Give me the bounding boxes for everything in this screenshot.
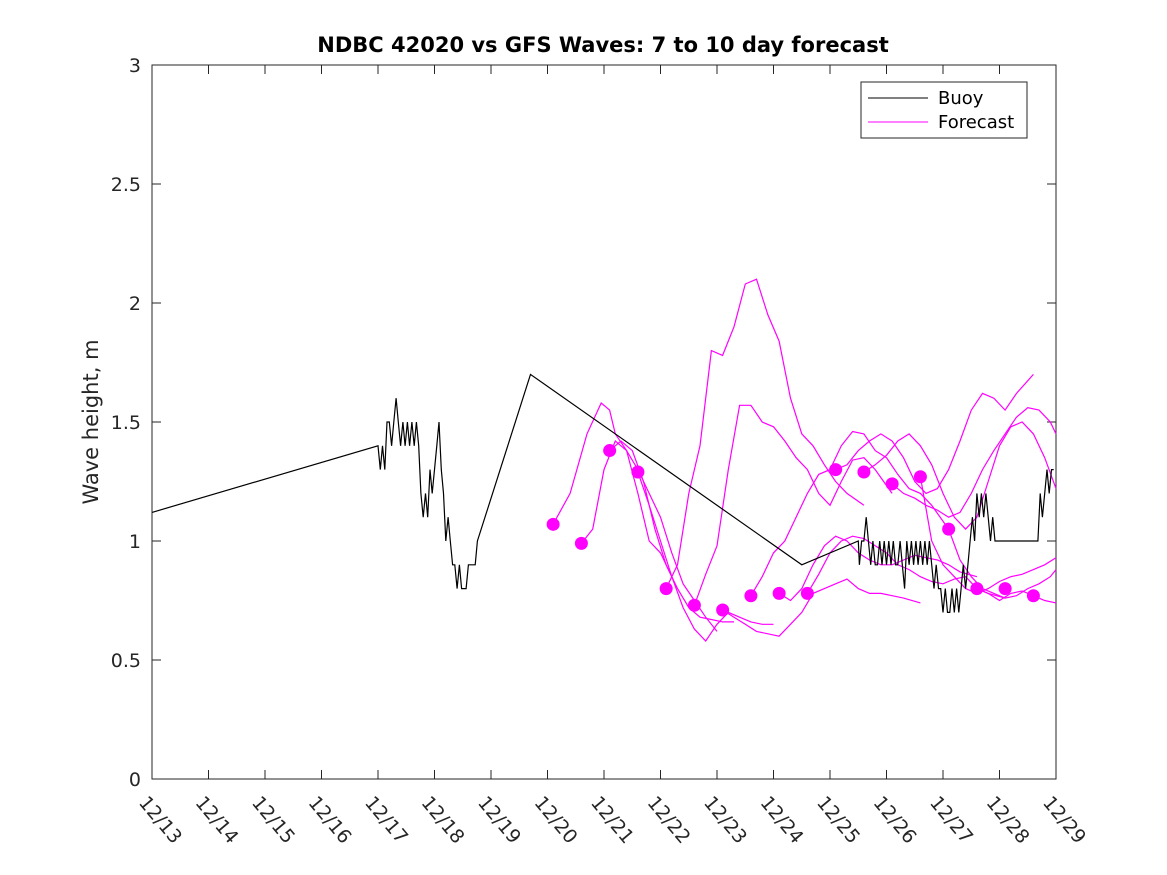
forecast-line [891, 407, 1057, 518]
forecast-marker [546, 517, 560, 531]
x-tick-label: 12/29 [1038, 792, 1090, 848]
forecast-line [693, 404, 893, 606]
forecast-marker [716, 603, 730, 617]
y-tick-label: 0 [129, 769, 141, 791]
y-axis-label: Wave height, m [79, 339, 103, 504]
forecast-marker [687, 598, 701, 612]
y-tick-label: 1 [129, 531, 141, 553]
y-tick-label: 2 [129, 293, 141, 315]
forecast-marker [857, 465, 871, 479]
x-tick-label: 12/25 [812, 792, 864, 848]
x-tick-label: 12/14 [191, 792, 243, 848]
forecast-line [806, 535, 1006, 599]
forecast-marker [744, 589, 758, 603]
x-tick-label: 12/23 [699, 792, 751, 848]
y-tick-label: 1.5 [111, 412, 141, 434]
y-tick-label: 0.5 [111, 650, 141, 672]
buoy-line [151, 373, 1054, 614]
series-layer [151, 278, 1057, 642]
forecast-line [637, 471, 774, 642]
x-tick-label: 12/18 [417, 792, 469, 848]
x-tick-label: 12/15 [247, 792, 299, 848]
forecast-line [835, 374, 1034, 495]
legend-box [860, 81, 1028, 139]
legend: Buoy Forecast [860, 81, 1028, 139]
forecast-line [665, 278, 865, 589]
x-tick-label: 12/26 [869, 792, 921, 848]
forecast-line [976, 588, 1057, 604]
forecast-marker [631, 465, 645, 479]
x-tick-label: 12/21 [586, 792, 638, 848]
y-tick-label: 3 [129, 55, 141, 77]
forecast-marker [970, 582, 984, 596]
forecast-marker [772, 586, 786, 600]
forecast-line [919, 476, 1057, 595]
forecast-marker [885, 477, 899, 491]
forecast-line [750, 430, 950, 597]
forecast-line [863, 421, 1057, 530]
x-tick-label: 12/19 [473, 792, 525, 848]
plot-frame [151, 64, 1057, 780]
x-tick-label: 12/13 [134, 792, 186, 848]
forecast-marker [913, 470, 927, 484]
forecast-marker [574, 536, 588, 550]
x-tick-label: 12/22 [643, 792, 695, 848]
forecast-markers [546, 444, 1040, 617]
x-tick-label: 12/27 [925, 792, 977, 848]
forecast-marker [942, 522, 956, 536]
forecast-marker [800, 586, 814, 600]
forecast-marker [659, 582, 673, 596]
forecast-marker [603, 444, 617, 458]
forecast-line [722, 578, 921, 637]
chart-title: NDBC 42020 vs GFS Waves: 7 to 10 day for… [317, 33, 888, 57]
legend-forecast-label: Forecast [938, 112, 1014, 133]
x-tick-label: 12/28 [982, 792, 1034, 848]
x-tick-label: 12/16 [304, 792, 356, 848]
forecast-marker [1026, 589, 1040, 603]
y-tick-label: 2.5 [111, 174, 141, 196]
forecast-marker [829, 463, 843, 477]
legend-buoy-label: Buoy [938, 88, 984, 109]
x-tick-label: 12/24 [756, 792, 808, 848]
forecast-marker [998, 582, 1012, 596]
x-tick-label: 12/17 [360, 792, 412, 848]
x-tick-label: 12/20 [530, 792, 582, 848]
